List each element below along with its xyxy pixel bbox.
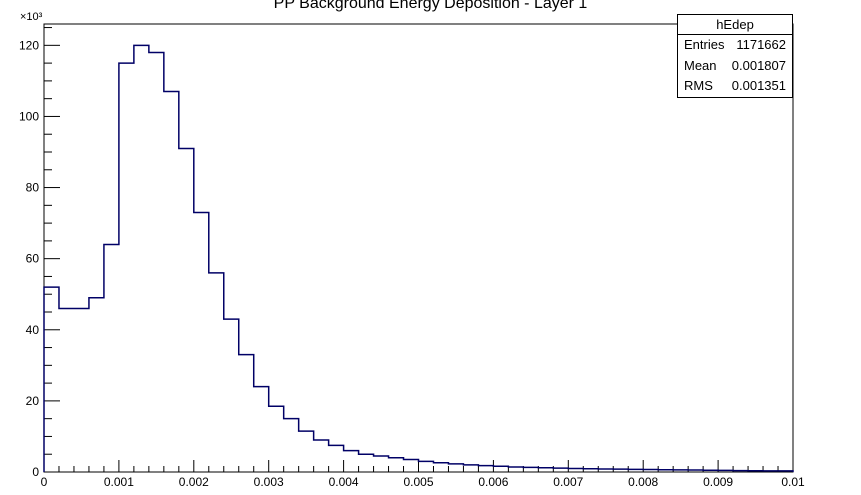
histogram-series-line [43,44,794,472]
x-tick-label: 0.003 [254,475,284,489]
y-tick-label: 20 [26,394,40,408]
x-tick-label: 0.004 [329,475,359,489]
chart-title: PP Background Energy Deposition - Layer … [273,0,588,12]
y-tick-label: 120 [19,38,39,52]
y-tick-label: 40 [26,323,40,337]
stats-mean-label: Mean [684,57,717,73]
y-tick-label: 100 [19,109,39,123]
y-tick-label: 80 [26,181,40,195]
x-tick-label: 0.007 [553,475,583,489]
x-tick-label: 0.01 [781,475,805,489]
stats-row-entries: Entries 1171662 [678,35,792,56]
x-tick-label: 0.002 [179,475,209,489]
x-tick-label: 0.008 [628,475,658,489]
x-tick-label: 0 [41,475,48,489]
x-axis-ticks: 0 0.001 0.002 0.003 0.004 0.005 0.006 0.007 0.00… [41,460,805,489]
y-tick-label: 0 [32,465,39,479]
y-multiplier-label: ×10³ [20,11,43,23]
x-tick-label: 0.001 [104,475,134,489]
stats-entries-value: 1171662 [736,37,786,52]
y-axis-ticks: 0 20 40 60 80 100 120 [19,27,60,479]
stats-entries-label: Entries [684,37,725,52]
stats-box: hEdep Entries 1171662 Mean 0.001807 RMS … [677,14,793,98]
x-tick-label: 0.005 [403,475,433,489]
stats-row-mean: Mean 0.001807 [678,56,792,77]
stats-histogram-name: hEdep [678,15,792,35]
x-tick-label: 0.009 [703,475,733,489]
x-tick-label: 0.006 [478,475,508,489]
stats-rms-label: RMS [684,78,713,93]
stats-row-rms: RMS 0.001351 [678,76,792,97]
y-tick-label: 60 [26,252,40,266]
stats-rms-value: 0.001351 [731,78,786,93]
stats-mean-value: 0.001807 [731,57,786,73]
